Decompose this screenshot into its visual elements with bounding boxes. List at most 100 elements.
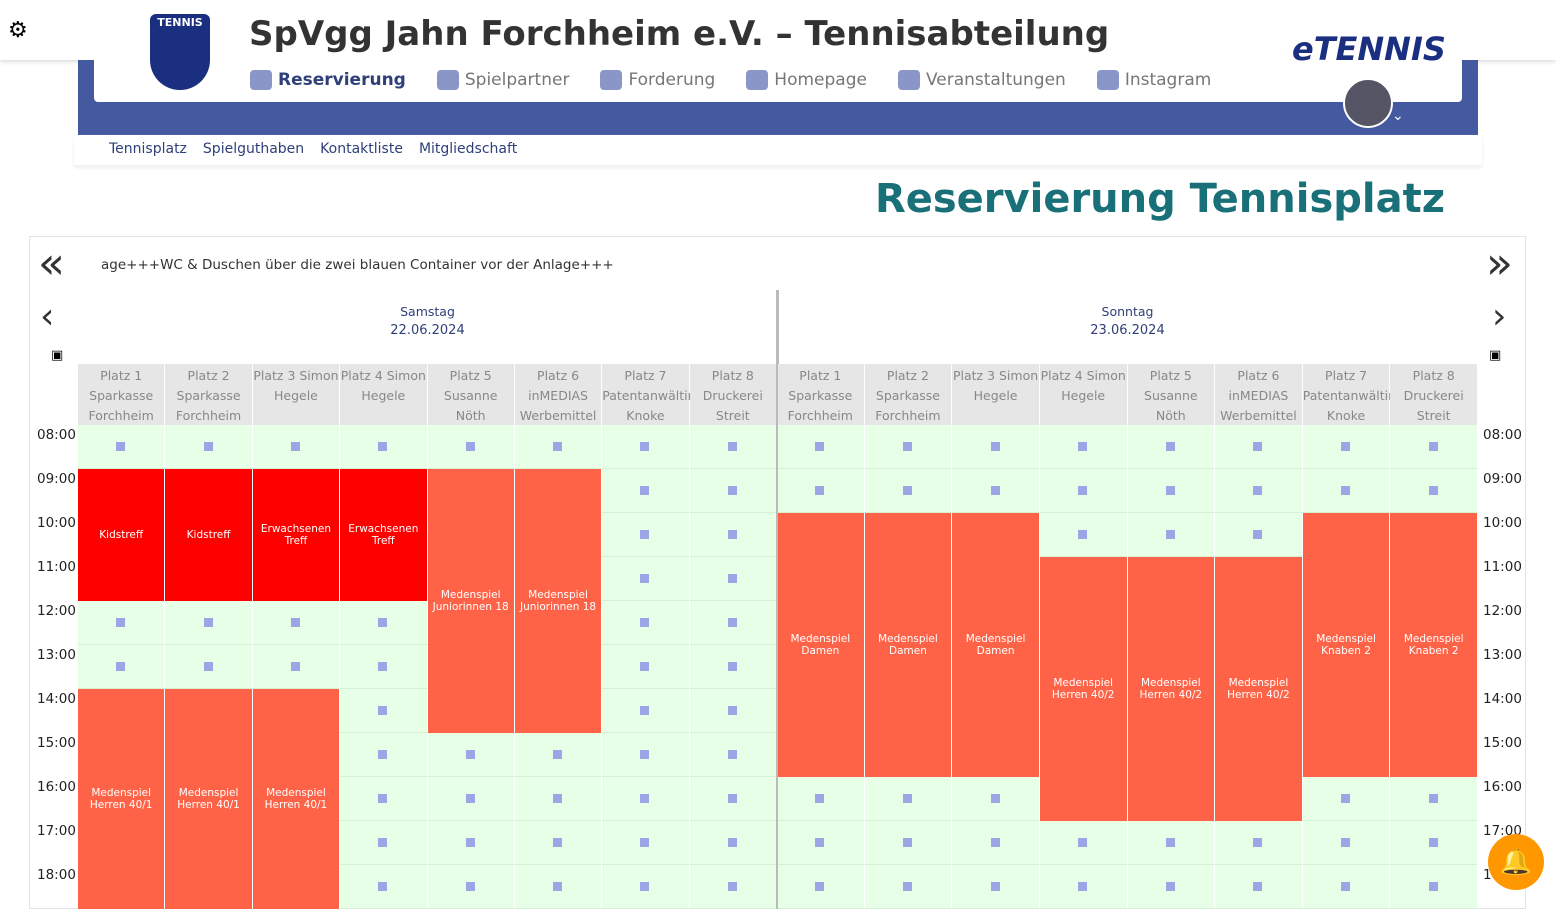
free-slot[interactable] (952, 469, 1040, 513)
free-slot[interactable] (78, 601, 166, 645)
next-day[interactable]: › (1492, 296, 1507, 337)
free-slot[interactable] (514, 733, 603, 777)
free-slot[interactable] (1215, 821, 1303, 865)
booking[interactable]: Medenspiel Herren 40/1 (78, 689, 166, 909)
booking[interactable]: Medenspiel Herren 40/2 (1215, 557, 1303, 821)
free-slot[interactable] (252, 645, 341, 689)
free-slot[interactable] (340, 425, 428, 469)
free-slot[interactable] (1039, 865, 1128, 909)
free-slot[interactable] (602, 557, 690, 601)
free-slot[interactable] (252, 425, 341, 469)
free-slot[interactable] (689, 601, 777, 645)
free-slot[interactable] (1215, 469, 1303, 513)
free-slot[interactable] (689, 469, 777, 513)
free-slot[interactable] (602, 645, 690, 689)
free-slot[interactable] (602, 601, 690, 645)
free-slot[interactable] (952, 821, 1040, 865)
free-slot[interactable] (340, 645, 428, 689)
booking[interactable]: Medenspiel Knaben 2 (1390, 513, 1478, 777)
club-logo[interactable]: TENNIS (150, 14, 210, 90)
nav-item[interactable]: Spielpartner (436, 70, 569, 90)
free-slot[interactable] (777, 425, 865, 469)
booking[interactable]: Kidstreff (165, 469, 253, 601)
nav-item[interactable]: Veranstaltungen (897, 70, 1066, 90)
free-slot[interactable] (602, 821, 690, 865)
booking[interactable]: Medenspiel Knaben 2 (1302, 513, 1391, 777)
subnav-item[interactable]: Kontaktliste (320, 141, 403, 157)
free-slot[interactable] (602, 777, 690, 821)
free-slot[interactable] (1039, 425, 1128, 469)
free-slot[interactable] (952, 425, 1040, 469)
free-slot[interactable] (1390, 425, 1478, 469)
free-slot[interactable] (777, 865, 865, 909)
prev-day[interactable]: ‹ (40, 296, 55, 337)
free-slot[interactable] (602, 469, 690, 513)
subnav-item[interactable]: Spielguthaben (202, 141, 305, 157)
nav-item[interactable]: Forderung (600, 70, 715, 90)
subnav-item[interactable]: Mitgliedschaft (418, 141, 518, 157)
free-slot[interactable] (1127, 821, 1216, 865)
free-slot[interactable] (427, 821, 515, 865)
free-slot[interactable] (1390, 865, 1478, 909)
free-slot[interactable] (340, 733, 428, 777)
free-slot[interactable] (689, 557, 777, 601)
free-slot[interactable] (689, 425, 777, 469)
free-slot[interactable] (1390, 821, 1478, 865)
calendar-icon[interactable]: ▣ (51, 348, 64, 363)
booking[interactable]: Medenspiel Juniorinnen 18 (514, 469, 603, 733)
free-slot[interactable] (1039, 513, 1128, 557)
free-slot[interactable] (514, 865, 603, 909)
free-slot[interactable] (514, 777, 603, 821)
booking[interactable]: Erwachsenen Treff (252, 469, 341, 601)
free-slot[interactable] (165, 601, 253, 645)
free-slot[interactable] (1302, 821, 1391, 865)
free-slot[interactable] (340, 777, 428, 821)
subnav-item[interactable]: Tennisplatz (109, 141, 187, 157)
free-slot[interactable] (1127, 513, 1216, 557)
free-slot[interactable] (689, 821, 777, 865)
free-slot[interactable] (689, 513, 777, 557)
free-slot[interactable] (427, 733, 515, 777)
settings-icon[interactable]: ⚙ (8, 18, 28, 43)
free-slot[interactable] (340, 865, 428, 909)
free-slot[interactable] (514, 821, 603, 865)
free-slot[interactable] (864, 469, 953, 513)
prev-week[interactable]: « (38, 238, 65, 289)
free-slot[interactable] (1127, 425, 1216, 469)
booking[interactable]: Medenspiel Herren 40/2 (1039, 557, 1128, 821)
free-slot[interactable] (340, 689, 428, 733)
free-slot[interactable] (864, 821, 953, 865)
avatar-caret[interactable]: ⌄ (1392, 108, 1404, 124)
free-slot[interactable] (1390, 469, 1478, 513)
free-slot[interactable] (952, 777, 1040, 821)
free-slot[interactable] (340, 821, 428, 865)
free-slot[interactable] (689, 689, 777, 733)
free-slot[interactable] (427, 777, 515, 821)
booking[interactable]: Erwachsenen Treff (340, 469, 428, 601)
booking[interactable]: Medenspiel Juniorinnen 18 (427, 469, 515, 733)
free-slot[interactable] (689, 645, 777, 689)
free-slot[interactable] (1302, 425, 1391, 469)
free-slot[interactable] (252, 601, 341, 645)
free-slot[interactable] (952, 865, 1040, 909)
avatar[interactable] (1343, 78, 1393, 128)
free-slot[interactable] (602, 513, 690, 557)
booking[interactable]: Medenspiel Herren 40/2 (1127, 557, 1216, 821)
free-slot[interactable] (1127, 469, 1216, 513)
free-slot[interactable] (427, 865, 515, 909)
free-slot[interactable] (165, 645, 253, 689)
free-slot[interactable] (689, 777, 777, 821)
booking[interactable]: Medenspiel Herren 40/1 (165, 689, 253, 909)
free-slot[interactable] (340, 601, 428, 645)
free-slot[interactable] (777, 777, 865, 821)
next-week[interactable]: » (1486, 238, 1513, 289)
free-slot[interactable] (864, 425, 953, 469)
notification-bell[interactable]: 🔔 (1488, 834, 1544, 890)
free-slot[interactable] (1302, 469, 1391, 513)
booking[interactable]: Medenspiel Damen (864, 513, 953, 777)
free-slot[interactable] (78, 425, 166, 469)
free-slot[interactable] (1039, 469, 1128, 513)
nav-item[interactable]: Instagram (1096, 70, 1211, 90)
nav-item[interactable]: Reservierung (250, 70, 406, 90)
brand-logo[interactable]: eTENNIS (1292, 30, 1446, 68)
